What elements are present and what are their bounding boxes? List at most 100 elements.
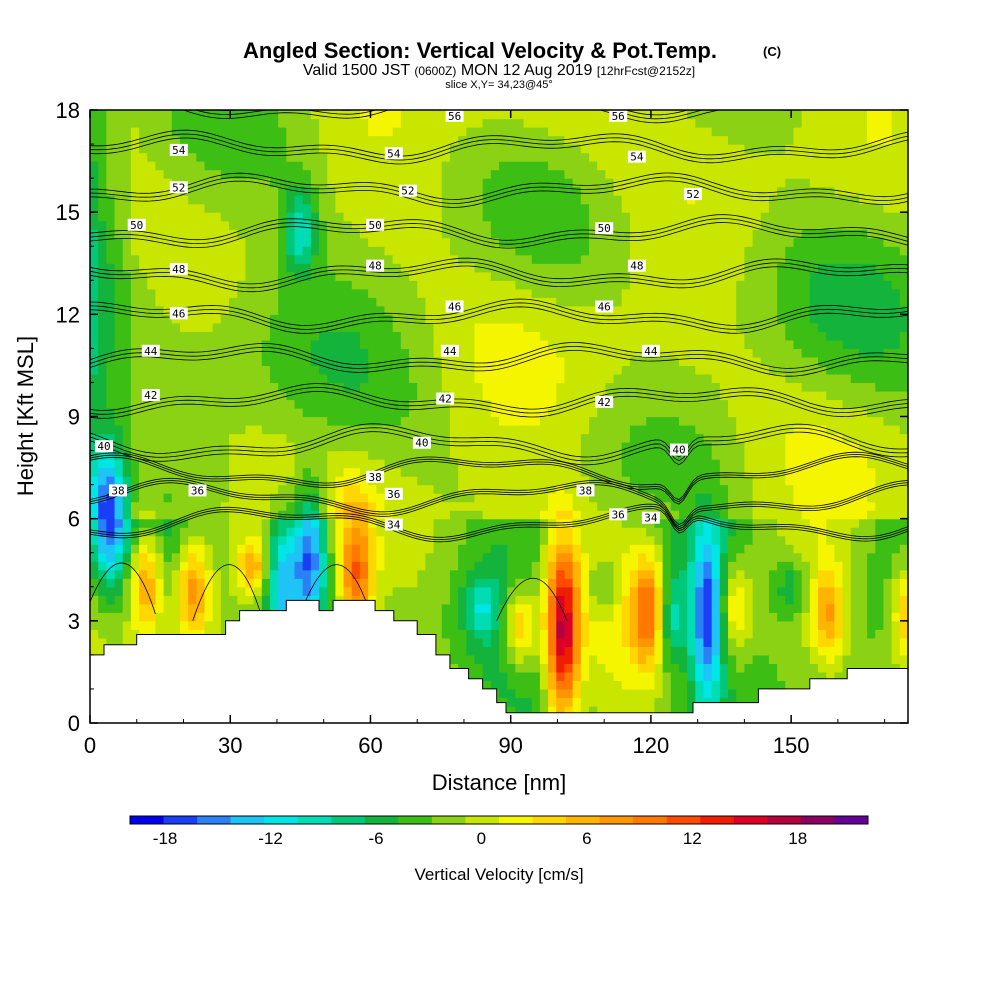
velocity-cell	[515, 527, 525, 537]
velocity-cell	[245, 544, 255, 554]
velocity-cell	[122, 527, 132, 537]
velocity-cell	[237, 450, 247, 460]
velocity-cell	[482, 612, 492, 622]
velocity-cell	[400, 595, 410, 605]
velocity-cell	[531, 603, 541, 613]
velocity-cell	[548, 442, 557, 452]
velocity-cell	[662, 586, 672, 596]
velocity-cell	[678, 595, 688, 605]
velocity-cell	[858, 407, 868, 418]
velocity-cell	[564, 646, 574, 656]
velocity-cell	[245, 476, 255, 486]
velocity-cell	[179, 544, 189, 554]
velocity-cell	[531, 705, 541, 716]
velocity-cell	[875, 484, 885, 494]
velocity-cell	[237, 382, 247, 392]
velocity-cell	[899, 356, 908, 367]
velocity-cell	[809, 476, 819, 486]
velocity-cell	[613, 629, 623, 639]
velocity-cell	[809, 442, 819, 452]
velocity-cell	[155, 442, 165, 452]
velocity-cell	[785, 663, 795, 673]
velocity-cell	[613, 339, 623, 349]
velocity-cell	[220, 314, 230, 324]
velocity-cell	[687, 688, 696, 699]
velocity-cell	[163, 305, 173, 315]
velocity-cell	[662, 552, 672, 562]
velocity-cell	[204, 484, 214, 494]
velocity-cell	[744, 578, 754, 588]
velocity-cell	[474, 425, 484, 435]
velocity-cell	[188, 476, 197, 486]
velocity-cell	[678, 654, 688, 664]
velocity-cell	[400, 425, 410, 435]
velocity-cell	[597, 595, 606, 605]
velocity-cell	[343, 544, 353, 554]
velocity-cell	[736, 399, 745, 409]
velocity-cell	[842, 663, 852, 673]
velocity-cell	[212, 620, 222, 630]
velocity-cell	[875, 518, 885, 528]
velocity-cell	[335, 305, 345, 315]
velocity-cell	[687, 527, 696, 537]
velocity-cell	[98, 501, 107, 511]
velocity-cell	[490, 314, 500, 324]
velocity-cell	[155, 348, 165, 358]
velocity-cell	[490, 416, 500, 426]
velocity-cell	[867, 339, 876, 349]
velocity-cell	[425, 314, 435, 324]
velocity-cell	[875, 476, 885, 486]
velocity-cell	[458, 552, 467, 562]
velocity-cell	[409, 399, 418, 409]
velocity-cell	[245, 561, 255, 571]
velocity-cell	[482, 501, 492, 511]
velocity-cell	[621, 476, 631, 486]
velocity-cell	[613, 322, 623, 332]
velocity-cell	[417, 331, 426, 341]
velocity-cell	[147, 416, 157, 426]
velocity-cell	[204, 425, 214, 435]
velocity-cell	[155, 544, 165, 554]
velocity-cell	[409, 382, 418, 392]
velocity-cell	[376, 561, 386, 571]
velocity-cell	[826, 603, 835, 613]
velocity-cell	[539, 493, 549, 503]
velocity-cell	[597, 629, 606, 639]
velocity-cell	[768, 629, 778, 639]
velocity-cell	[139, 620, 148, 630]
velocity-cell	[711, 459, 721, 469]
velocity-cell	[474, 663, 484, 673]
velocity-cell	[662, 544, 672, 554]
velocity-cell	[687, 654, 696, 664]
velocity-cell	[678, 459, 688, 469]
velocity-cell	[654, 459, 664, 469]
velocity-cell	[433, 416, 443, 426]
velocity-cell	[752, 663, 762, 673]
velocity-cell	[237, 569, 247, 579]
velocity-cell	[728, 629, 737, 639]
velocity-cell	[163, 433, 173, 443]
velocity-cell	[335, 390, 345, 401]
velocity-cell	[482, 603, 492, 613]
velocity-cell	[638, 501, 647, 511]
velocity-cell	[106, 314, 116, 324]
velocity-cell	[564, 416, 574, 426]
velocity-cell	[98, 595, 107, 605]
velocity-cell	[548, 382, 557, 392]
velocity-cell	[670, 510, 680, 520]
velocity-cell	[147, 450, 157, 460]
velocity-cell	[777, 663, 786, 673]
velocity-cell	[564, 356, 574, 367]
velocity-cell	[760, 620, 770, 630]
velocity-cell	[449, 663, 459, 673]
velocity-cell	[368, 544, 377, 554]
velocity-cell	[130, 527, 140, 537]
velocity-cell	[662, 671, 672, 682]
velocity-cell	[359, 578, 369, 588]
velocity-cell	[458, 663, 467, 673]
velocity-cell	[220, 339, 230, 349]
velocity-cell	[842, 484, 852, 494]
velocity-cell	[441, 365, 451, 375]
velocity-cell	[834, 425, 844, 435]
velocity-cell	[850, 382, 860, 392]
